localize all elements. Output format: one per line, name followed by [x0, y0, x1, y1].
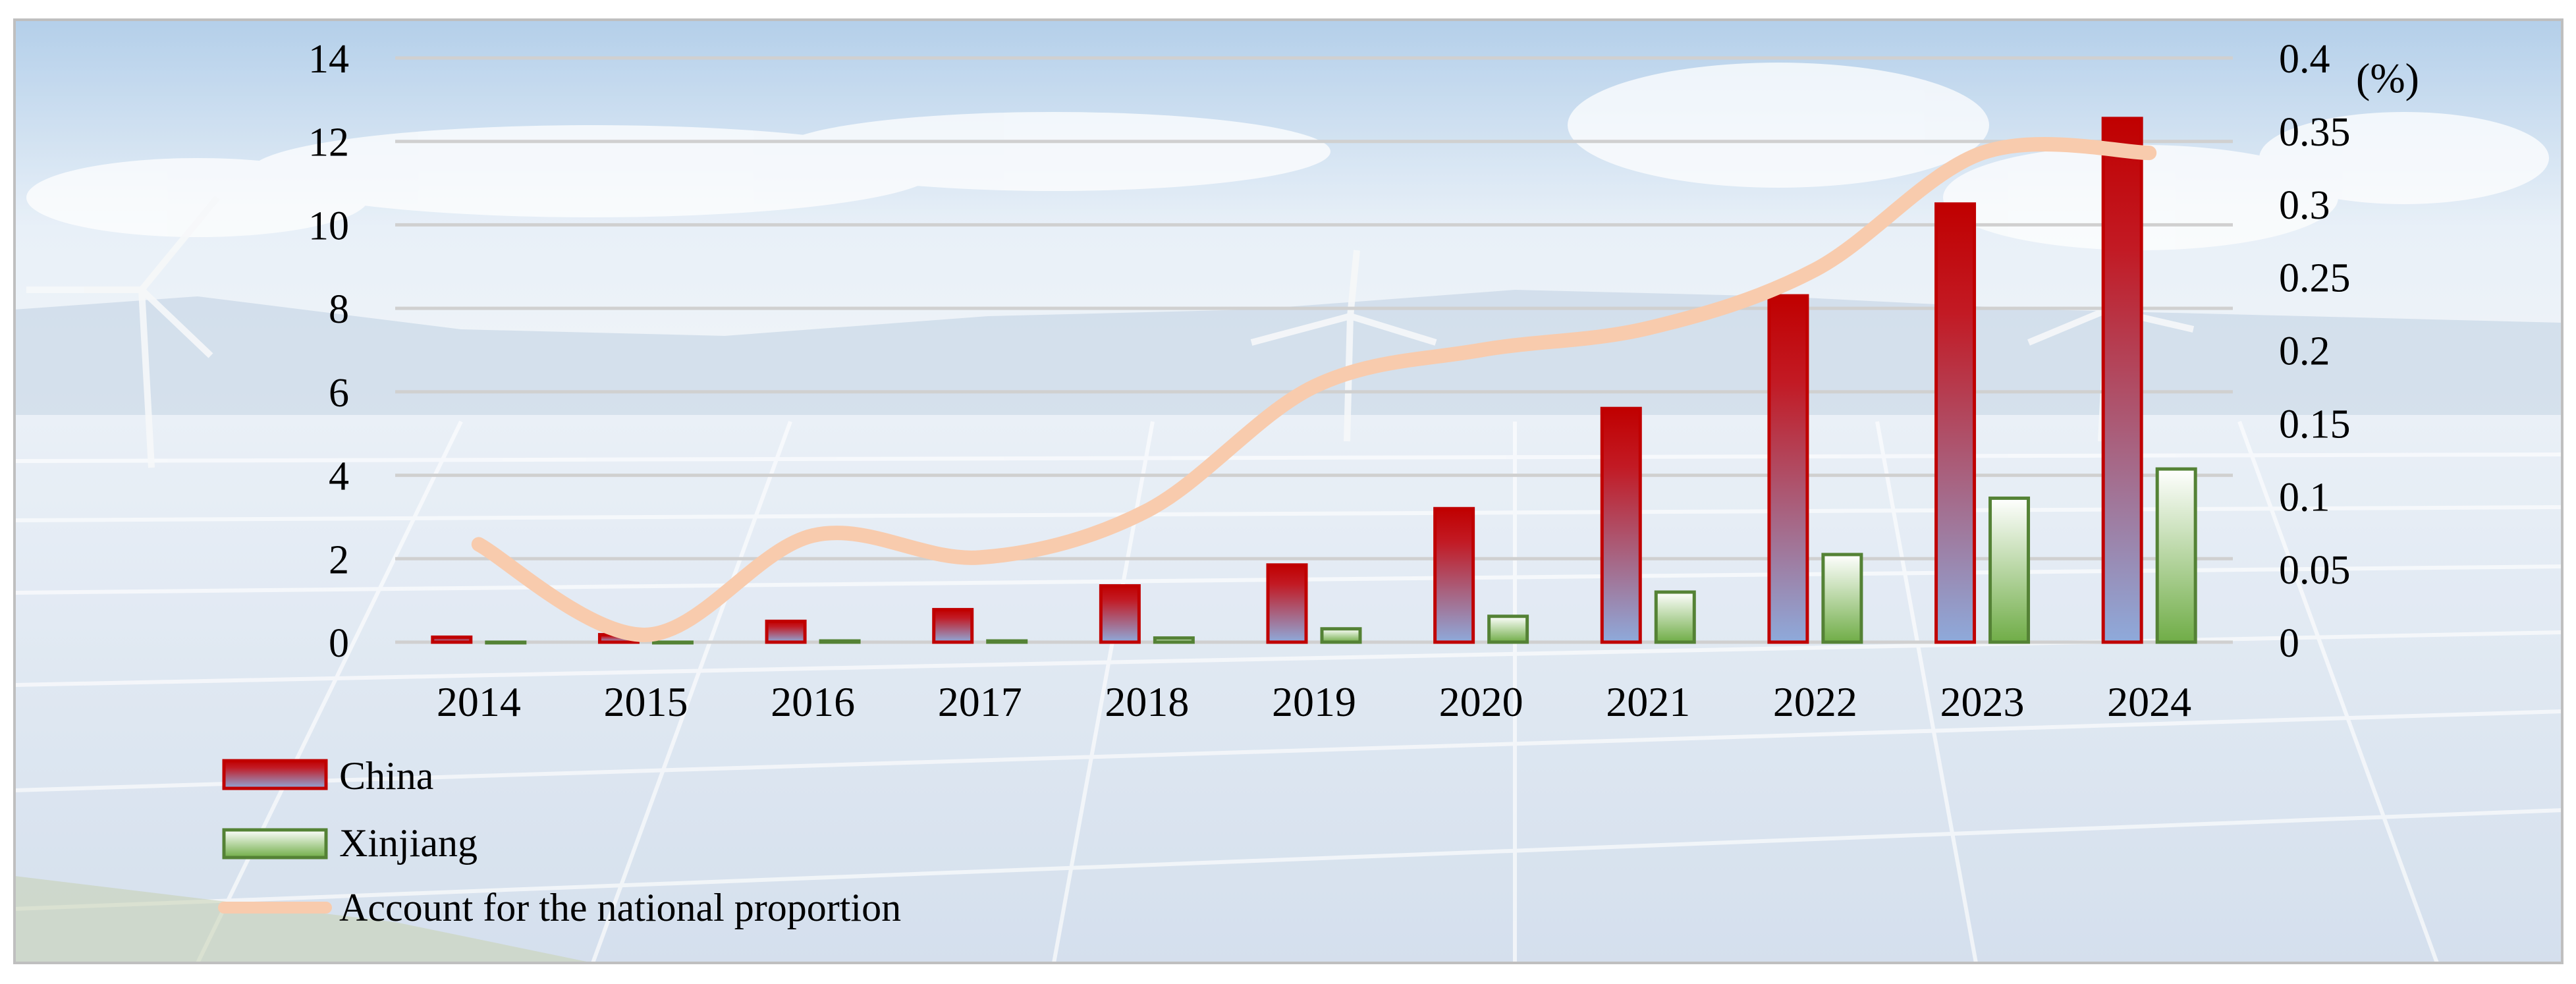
line-proportion — [471, 137, 2157, 642]
background-mountains — [14, 290, 2562, 422]
x-tick-label-2024: 2024 — [2107, 678, 2191, 725]
bar-china-2022 — [1767, 294, 1809, 644]
bar-xinjiang-2017 — [986, 639, 1028, 644]
y-tick-label-6: 12 — [308, 121, 349, 165]
bar-china-2018 — [1099, 584, 1141, 644]
legend-item-china: China — [222, 754, 433, 798]
y2-tick-label-2: 0.1 — [2279, 475, 2330, 520]
legend-swatch-china — [222, 759, 328, 790]
x-tick-label-2021: 2021 — [1606, 678, 1690, 725]
bar-xinjiang-2015 — [651, 640, 694, 645]
x-tick-label-2020: 2020 — [1439, 678, 1523, 725]
legend-label-proportion: Account for the national proportion — [339, 886, 901, 929]
y-tick-label-7: 14 — [308, 37, 349, 82]
legend-swatch-xinjiang — [222, 828, 328, 860]
y2-tick-label-4: 0.2 — [2279, 329, 2330, 374]
y2-axis-unit-label: (%) — [2356, 55, 2419, 101]
x-tick-label-2016: 2016 — [771, 678, 855, 725]
bar-xinjiang-2014 — [485, 640, 527, 645]
y-tick-label-1: 2 — [329, 537, 349, 582]
bar-china-2021 — [1600, 406, 1642, 644]
bar-xinjiang-2016 — [819, 639, 861, 644]
y2-tick-label-0: 0 — [2279, 621, 2299, 666]
y2-tick-label-6: 0.3 — [2279, 183, 2330, 228]
series-china-bars — [431, 117, 2143, 644]
x-tick-label-2019: 2019 — [1272, 678, 1356, 725]
bar-china-2014 — [431, 635, 473, 644]
y-tick-label-4: 8 — [329, 287, 349, 332]
x-tick-label-2014: 2014 — [437, 678, 521, 725]
x-tick-label-2018: 2018 — [1105, 678, 1189, 725]
bar-xinjiang-2018 — [1153, 636, 1195, 644]
background-clouds — [26, 63, 2549, 250]
bar-china-2024 — [2101, 117, 2143, 644]
bar-china-2016 — [765, 619, 807, 644]
right-axis: (%) 0 0.05 0.1 0.15 0.2 0.25 0.3 0.35 0.4 — [2279, 37, 2419, 666]
y-tick-label-0: 0 — [329, 621, 349, 666]
x-tick-label-2023: 2023 — [1940, 678, 2025, 725]
bar-china-2023 — [1934, 202, 1977, 644]
y2-tick-label-1: 0.05 — [2279, 548, 2351, 593]
legend: China Xinjiang Account for the national … — [218, 754, 901, 929]
series-xinjiang-bars — [485, 467, 2197, 645]
bar-china-2020 — [1433, 506, 1475, 644]
y2-tick-label-8: 0.4 — [2279, 37, 2330, 82]
x-tick-label-2022: 2022 — [1773, 678, 1857, 725]
bar-china-2017 — [932, 608, 974, 644]
bar-xinjiang-2019 — [1320, 627, 1362, 644]
x-axis: 2014 2015 2016 2017 2018 2019 2020 2021 2022 2023… — [437, 678, 2191, 725]
y-tick-label-3: 6 — [329, 371, 349, 416]
bar-xinjiang-2020 — [1487, 615, 1529, 644]
bar-xinjiang-2023 — [1988, 496, 2031, 644]
legend-label-china: China — [339, 754, 433, 798]
bar-xinjiang-2022 — [1821, 553, 1863, 644]
chart-border — [13, 18, 2563, 964]
left-axis: 0 2 4 6 8 10 12 14 — [308, 37, 349, 666]
bar-xinjiang-2024 — [2155, 467, 2197, 644]
bar-xinjiang-2021 — [1654, 590, 1696, 644]
y-tick-label-5: 10 — [308, 204, 349, 248]
legend-label-xinjiang: Xinjiang — [339, 821, 478, 865]
background-grass — [14, 876, 593, 963]
y2-tick-label-3: 0.15 — [2279, 402, 2351, 447]
x-tick-label-2015: 2015 — [603, 678, 688, 725]
x-tick-label-2017: 2017 — [938, 678, 1022, 725]
bar-china-2019 — [1266, 563, 1308, 644]
y2-tick-label-5: 0.25 — [2279, 256, 2351, 301]
series-proportion-line — [471, 137, 2157, 642]
y-tick-label-2: 4 — [329, 454, 349, 499]
legend-item-xinjiang: Xinjiang — [222, 821, 478, 865]
y2-tick-label-7: 0.35 — [2279, 110, 2351, 155]
legend-item-proportion: Account for the national proportion — [218, 886, 901, 929]
